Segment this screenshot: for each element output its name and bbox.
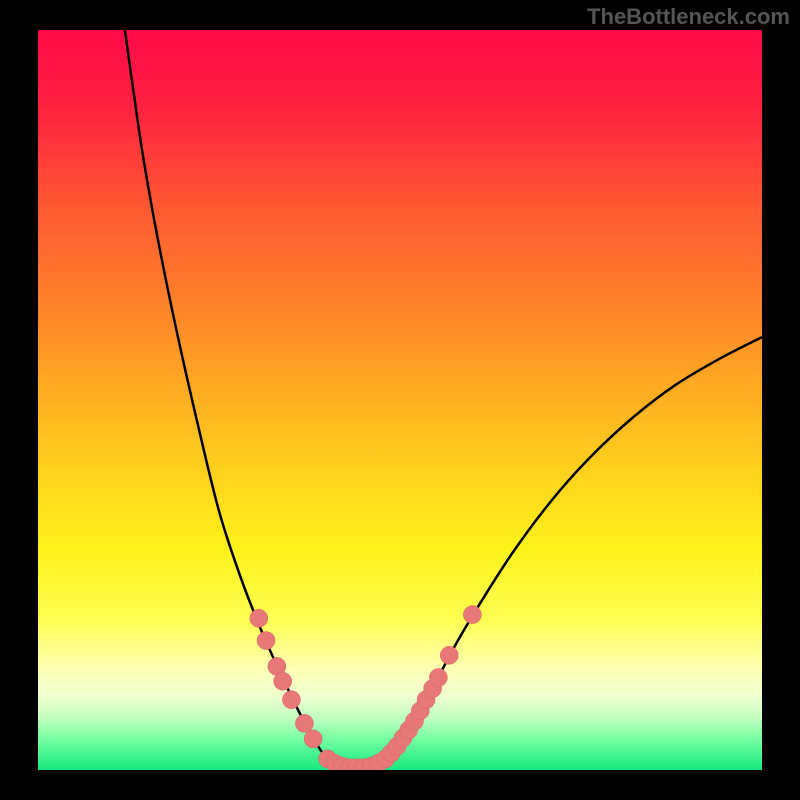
data-marker [274, 672, 292, 690]
data-marker [429, 669, 447, 687]
chart-container: TheBottleneck.com [0, 0, 800, 800]
watermark-text: TheBottleneck.com [587, 4, 790, 30]
bottleneck-chart [0, 0, 800, 800]
data-marker [440, 646, 458, 664]
data-marker [463, 606, 481, 624]
data-marker [295, 714, 313, 732]
data-marker [304, 730, 322, 748]
data-marker [250, 609, 268, 627]
data-marker [282, 691, 300, 709]
data-marker [257, 632, 275, 650]
